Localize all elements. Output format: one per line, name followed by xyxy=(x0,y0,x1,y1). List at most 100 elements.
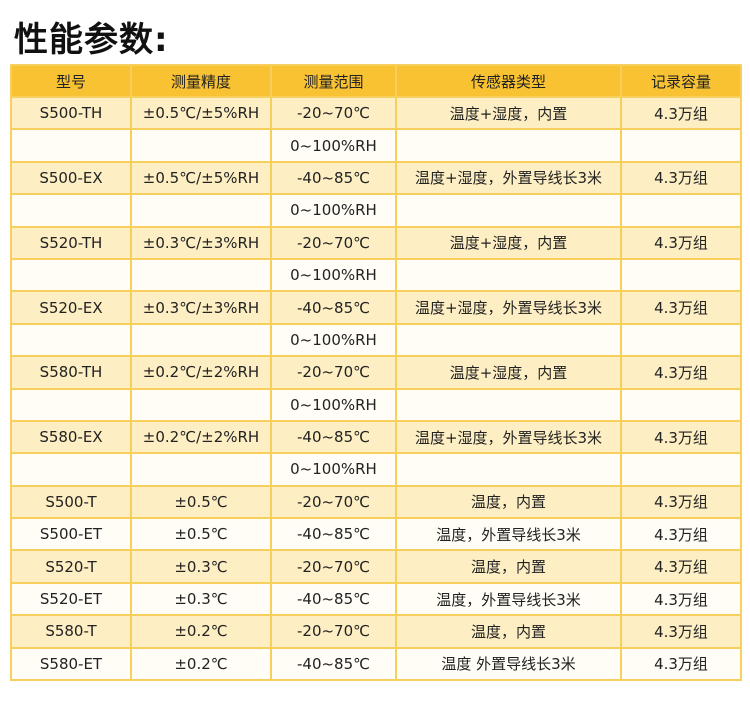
cell-model: S520-T xyxy=(10,549,132,584)
cell-empty xyxy=(620,128,742,163)
table-row: 0~100%RH xyxy=(10,452,742,487)
page-title: 性能参数: xyxy=(14,20,169,60)
cell-empty xyxy=(10,387,132,422)
cell-range: 0~100%RH xyxy=(270,387,397,422)
cell-accuracy: ±0.3℃/±3%RH xyxy=(130,290,272,325)
cell-empty xyxy=(395,322,622,358)
table-row: 0~100%RH xyxy=(10,387,742,422)
cell-range: -20~70℃ xyxy=(270,225,397,260)
cell-model: S580-ET xyxy=(10,646,132,682)
cell-capacity: 4.3万组 xyxy=(620,419,742,455)
cell-sensor: 温度+湿度，内置 xyxy=(395,95,622,131)
cell-capacity: 4.3万组 xyxy=(620,290,742,325)
cell-capacity: 4.3万组 xyxy=(620,549,742,584)
cell-empty xyxy=(130,387,272,422)
cell-range: -20~70℃ xyxy=(270,549,397,584)
cell-capacity: 4.3万组 xyxy=(620,614,742,649)
cell-range: 0~100%RH xyxy=(270,193,397,228)
cell-range: -40~85℃ xyxy=(270,646,397,682)
table-row: S520-ET ±0.3℃ -40~85℃ 温度，外置导线长3米 4.3万组 xyxy=(10,581,742,617)
table-body: S500-TH ±0.5℃/±5%RH -20~70℃ 温度+湿度，内置 4.3万组 0~… xyxy=(10,95,742,682)
cell-empty xyxy=(10,322,132,358)
cell-model: S500-T xyxy=(10,484,132,520)
cell-empty xyxy=(620,193,742,228)
table-row: S520-T ±0.3℃ -20~70℃ 温度，内置 4.3万组 xyxy=(10,549,742,584)
column-header: 测量精度 xyxy=(130,64,272,98)
cell-accuracy: ±0.5℃ xyxy=(130,517,272,552)
cell-model: S580-TH xyxy=(10,355,132,390)
cell-sensor: 温度，内置 xyxy=(395,484,622,520)
cell-capacity: 4.3万组 xyxy=(620,517,742,552)
cell-accuracy: ±0.3℃ xyxy=(130,581,272,617)
cell-capacity: 4.3万组 xyxy=(620,355,742,390)
cell-empty xyxy=(620,257,742,293)
cell-empty xyxy=(395,128,622,163)
cell-empty xyxy=(620,322,742,358)
table-row: 0~100%RH xyxy=(10,193,742,228)
cell-accuracy: ±0.5℃ xyxy=(130,484,272,520)
cell-empty xyxy=(130,322,272,358)
cell-sensor: 温度，外置导线长3米 xyxy=(395,581,622,617)
table-row: S500-T ±0.5℃ -20~70℃ 温度，内置 4.3万组 xyxy=(10,484,742,520)
cell-model: S520-EX xyxy=(10,290,132,325)
table-row: 0~100%RH xyxy=(10,128,742,163)
cell-range: 0~100%RH xyxy=(270,257,397,293)
table-row: S500-ET ±0.5℃ -40~85℃ 温度，外置导线长3米 4.3万组 xyxy=(10,517,742,552)
cell-accuracy: ±0.5℃/±5%RH xyxy=(130,95,272,131)
cell-range: -20~70℃ xyxy=(270,355,397,390)
cell-range: -20~70℃ xyxy=(270,614,397,649)
column-header: 记录容量 xyxy=(620,64,742,98)
cell-range: -40~85℃ xyxy=(270,419,397,455)
cell-model: S580-T xyxy=(10,614,132,649)
cell-capacity: 4.3万组 xyxy=(620,225,742,260)
cell-empty xyxy=(130,452,272,487)
cell-empty xyxy=(620,452,742,487)
cell-model: S500-TH xyxy=(10,95,132,131)
cell-model: S520-ET xyxy=(10,581,132,617)
cell-model: S580-EX xyxy=(10,419,132,455)
table-row: S580-EX ±0.2℃/±2%RH -40~85℃ 温度+湿度，外置导线长3米 4.… xyxy=(10,419,742,455)
cell-empty xyxy=(395,387,622,422)
cell-empty xyxy=(130,128,272,163)
cell-empty xyxy=(10,452,132,487)
cell-capacity: 4.3万组 xyxy=(620,646,742,682)
header-row: 型号 测量精度 测量范围 传感器类型 记录容量 xyxy=(10,64,742,98)
table-row: S520-EX ±0.3℃/±3%RH -40~85℃ 温度+湿度，外置导线长3米 4.… xyxy=(10,290,742,325)
cell-range: -40~85℃ xyxy=(270,581,397,617)
cell-empty xyxy=(130,193,272,228)
cell-model: S500-EX xyxy=(10,160,132,196)
spec-table: 型号 测量精度 测量范围 传感器类型 记录容量 S500-TH ±0.5℃/±5%RH -2… xyxy=(10,64,742,682)
cell-sensor: 温度+湿度，外置导线长3米 xyxy=(395,419,622,455)
table-row: 0~100%RH xyxy=(10,257,742,293)
table-row: S520-TH ±0.3℃/±3%RH -20~70℃ 温度+湿度，内置 4.3万组 xyxy=(10,225,742,260)
cell-range: 0~100%RH xyxy=(270,128,397,163)
column-header: 测量范围 xyxy=(270,64,397,98)
cell-model: S500-ET xyxy=(10,517,132,552)
table-row: S580-TH ±0.2℃/±2%RH -20~70℃ 温度+湿度，内置 4.3万组 xyxy=(10,355,742,390)
cell-sensor: 温度+湿度，外置导线长3米 xyxy=(395,160,622,196)
cell-model: S520-TH xyxy=(10,225,132,260)
cell-empty xyxy=(10,193,132,228)
table-row: 0~100%RH xyxy=(10,322,742,358)
cell-range: 0~100%RH xyxy=(270,452,397,487)
cell-accuracy: ±0.2℃ xyxy=(130,646,272,682)
cell-range: -20~70℃ xyxy=(270,484,397,520)
cell-empty xyxy=(130,257,272,293)
cell-sensor: 温度，内置 xyxy=(395,549,622,584)
cell-capacity: 4.3万组 xyxy=(620,160,742,196)
table-row: S500-TH ±0.5℃/±5%RH -20~70℃ 温度+湿度，内置 4.3万组 xyxy=(10,95,742,131)
cell-sensor: 温度，内置 xyxy=(395,614,622,649)
cell-range: 0~100%RH xyxy=(270,322,397,358)
cell-capacity: 4.3万组 xyxy=(620,95,742,131)
cell-range: -40~85℃ xyxy=(270,290,397,325)
cell-accuracy: ±0.2℃/±2%RH xyxy=(130,355,272,390)
cell-range: -40~85℃ xyxy=(270,517,397,552)
column-header: 型号 xyxy=(10,64,132,98)
cell-sensor: 温度 外置导线长3米 xyxy=(395,646,622,682)
cell-empty xyxy=(10,257,132,293)
cell-range: -20~70℃ xyxy=(270,95,397,131)
cell-empty xyxy=(395,452,622,487)
column-header: 传感器类型 xyxy=(395,64,622,98)
table-row: S580-T ±0.2℃ -20~70℃ 温度，内置 4.3万组 xyxy=(10,614,742,649)
